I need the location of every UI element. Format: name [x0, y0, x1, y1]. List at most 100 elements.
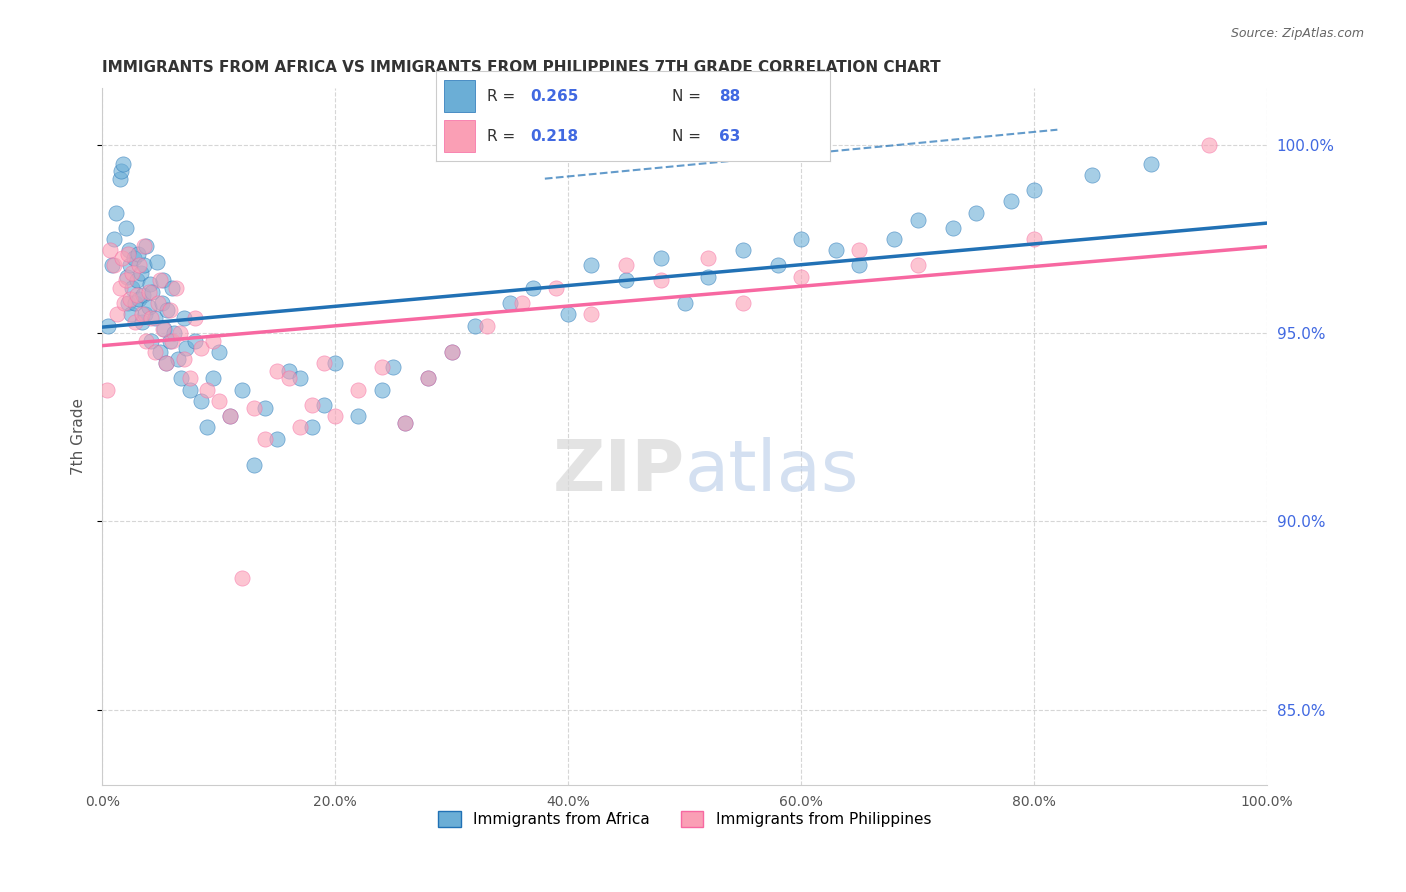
- Immigrants from Africa: [117, 296, 139, 310]
- Immigrants from Africa: [825, 244, 848, 258]
- Immigrants from Philippines: [160, 334, 183, 348]
- Immigrants from Africa: [97, 318, 120, 333]
- Immigrants from Africa: [112, 156, 135, 170]
- Immigrants from Africa: [790, 232, 813, 246]
- Immigrants from Africa: [650, 251, 672, 265]
- Immigrants from Africa: [347, 409, 370, 423]
- Immigrants from Africa: [242, 458, 264, 472]
- Immigrants from Africa: [1000, 194, 1022, 209]
- Immigrants from Africa: [190, 393, 212, 408]
- Text: ZIP: ZIP: [553, 437, 685, 506]
- Immigrants from Africa: [127, 247, 149, 261]
- Bar: [444, 80, 475, 112]
- Immigrants from Africa: [156, 303, 179, 318]
- Immigrants from Philippines: [108, 281, 131, 295]
- Immigrants from Philippines: [124, 315, 146, 329]
- Immigrants from Africa: [697, 269, 720, 284]
- Immigrants from Philippines: [242, 401, 264, 416]
- Immigrants from Philippines: [208, 393, 231, 408]
- Immigrants from Philippines: [179, 371, 201, 385]
- Text: N =: N =: [672, 129, 706, 144]
- Immigrants from Philippines: [510, 296, 533, 310]
- Text: IMMIGRANTS FROM AFRICA VS IMMIGRANTS FROM PHILIPPINES 7TH GRADE CORRELATION CHAR: IMMIGRANTS FROM AFRICA VS IMMIGRANTS FRO…: [103, 60, 941, 75]
- Immigrants from Philippines: [201, 334, 224, 348]
- Immigrants from Africa: [1139, 156, 1161, 170]
- Immigrants from Africa: [201, 371, 224, 385]
- Immigrants from Africa: [290, 371, 312, 385]
- Immigrants from Africa: [100, 258, 122, 272]
- Immigrants from Africa: [371, 383, 394, 397]
- Immigrants from Africa: [173, 311, 195, 326]
- Text: 63: 63: [720, 129, 741, 144]
- Immigrants from Philippines: [323, 409, 346, 423]
- Immigrants from Philippines: [418, 371, 440, 385]
- Immigrants from Africa: [170, 371, 193, 385]
- Immigrants from Africa: [110, 164, 132, 178]
- Y-axis label: 7th Grade: 7th Grade: [72, 398, 86, 475]
- Immigrants from Africa: [266, 432, 288, 446]
- Immigrants from Philippines: [128, 258, 150, 272]
- Immigrants from Africa: [301, 420, 323, 434]
- Immigrants from Africa: [114, 220, 136, 235]
- Immigrants from Africa: [766, 258, 789, 272]
- Immigrants from Africa: [155, 356, 177, 370]
- Immigrants from Africa: [103, 232, 125, 246]
- Immigrants from Philippines: [219, 409, 242, 423]
- Immigrants from Philippines: [616, 258, 638, 272]
- Immigrants from Philippines: [143, 345, 166, 359]
- Immigrants from Philippines: [546, 281, 568, 295]
- Immigrants from Africa: [141, 285, 163, 299]
- Immigrants from Africa: [143, 311, 166, 326]
- Immigrants from Philippines: [907, 258, 929, 272]
- Immigrants from Philippines: [98, 244, 121, 258]
- Immigrants from Africa: [522, 281, 544, 295]
- Immigrants from Africa: [941, 220, 963, 235]
- Immigrants from Africa: [146, 254, 169, 268]
- Immigrants from Africa: [150, 296, 173, 310]
- Immigrants from Philippines: [112, 296, 135, 310]
- Immigrants from Africa: [179, 383, 201, 397]
- Immigrants from Philippines: [184, 311, 207, 326]
- Immigrants from Africa: [118, 244, 141, 258]
- Text: 88: 88: [720, 89, 741, 103]
- Immigrants from Philippines: [231, 571, 253, 585]
- Immigrants from Philippines: [312, 356, 335, 370]
- Immigrants from Philippines: [105, 307, 128, 321]
- Immigrants from Philippines: [731, 296, 754, 310]
- Immigrants from Philippines: [149, 273, 172, 287]
- Immigrants from Africa: [134, 258, 156, 272]
- Immigrants from Africa: [277, 364, 299, 378]
- Text: 0.265: 0.265: [530, 89, 579, 103]
- Immigrants from Philippines: [169, 326, 191, 340]
- Immigrants from Philippines: [152, 322, 174, 336]
- Immigrants from Africa: [105, 205, 128, 219]
- Immigrants from Philippines: [290, 420, 312, 434]
- Immigrants from Africa: [195, 420, 218, 434]
- Immigrants from Africa: [167, 352, 190, 367]
- Immigrants from Africa: [418, 371, 440, 385]
- Immigrants from Africa: [174, 341, 197, 355]
- Immigrants from Philippines: [440, 345, 463, 359]
- Text: N =: N =: [672, 89, 706, 103]
- Immigrants from Africa: [312, 398, 335, 412]
- Immigrants from Philippines: [650, 273, 672, 287]
- Immigrants from Philippines: [146, 296, 169, 310]
- Immigrants from Africa: [382, 359, 405, 374]
- Immigrants from Philippines: [159, 303, 181, 318]
- Immigrants from Philippines: [394, 417, 416, 431]
- Immigrants from Africa: [131, 315, 153, 329]
- Immigrants from Africa: [135, 239, 157, 253]
- Immigrants from Africa: [121, 281, 143, 295]
- Immigrants from Africa: [557, 307, 579, 321]
- Legend: Immigrants from Africa, Immigrants from Philippines: Immigrants from Africa, Immigrants from …: [432, 805, 938, 833]
- Immigrants from Africa: [139, 277, 162, 292]
- Text: R =: R =: [486, 129, 520, 144]
- Immigrants from Philippines: [371, 359, 394, 374]
- Immigrants from Philippines: [135, 334, 157, 348]
- Immigrants from Philippines: [127, 288, 149, 302]
- Immigrants from Philippines: [1198, 137, 1220, 152]
- Immigrants from Philippines: [117, 247, 139, 261]
- Text: atlas: atlas: [685, 437, 859, 506]
- Immigrants from Africa: [115, 269, 138, 284]
- Immigrants from Africa: [120, 258, 142, 272]
